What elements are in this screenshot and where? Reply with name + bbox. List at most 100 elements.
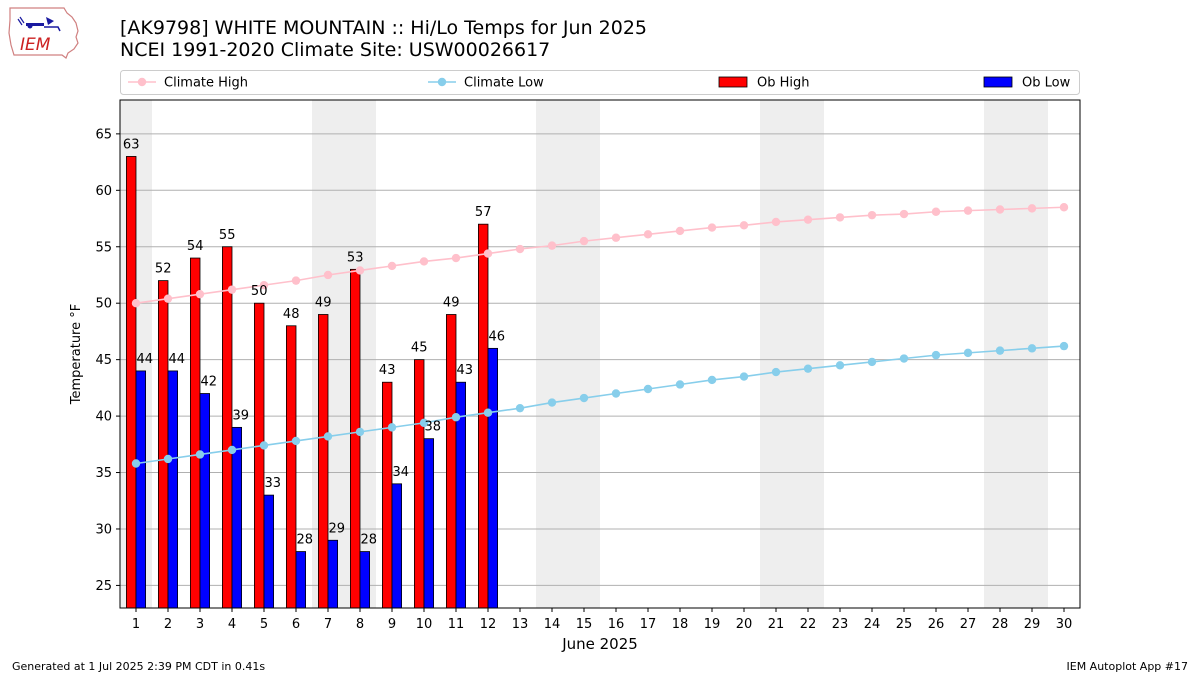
plot-frame xyxy=(119,99,1081,609)
climate-low-point xyxy=(963,348,973,358)
climate-high-point xyxy=(547,241,557,250)
ob-high-value-label: 45 xyxy=(411,341,428,356)
climate-high-point xyxy=(739,221,749,230)
x-tick-label: 5 xyxy=(260,617,268,632)
climate-low-point xyxy=(867,357,877,367)
ob-high-value-label: 49 xyxy=(315,295,332,310)
weekend-band xyxy=(536,100,568,608)
climate-low-point xyxy=(579,393,589,403)
ob-low-value-label: 44 xyxy=(169,352,186,367)
legend-marker-swatch xyxy=(137,77,147,87)
y-gridlines xyxy=(120,133,1080,586)
climate-low-point xyxy=(515,403,525,413)
climate-high-point xyxy=(355,266,365,275)
app-credit: IEM Autoplot App #17 xyxy=(1066,660,1189,673)
climate-low-point xyxy=(227,445,237,455)
climate-high-line xyxy=(135,206,1065,304)
legend-bar-swatch xyxy=(983,76,1013,88)
climate-low-point xyxy=(675,380,685,389)
climate-low-point xyxy=(387,423,397,432)
ob-high-value-label: 43 xyxy=(379,363,396,378)
x-tick-label: 1 xyxy=(132,617,140,632)
climate-low-point xyxy=(931,350,941,360)
climate-high-point xyxy=(483,249,493,258)
ob-high-value-label: 53 xyxy=(347,250,364,265)
ob-high-bar xyxy=(285,325,297,609)
y-tick-label: 55 xyxy=(95,240,112,255)
x-tick-label: 6 xyxy=(292,617,300,632)
climate-high-point xyxy=(835,213,845,222)
weekend-band xyxy=(760,100,792,608)
climate-high-point xyxy=(163,294,173,303)
ob-low-bar xyxy=(295,551,307,609)
climate-low-point xyxy=(355,427,365,437)
climate-low-point xyxy=(451,413,461,422)
ob-low-bar xyxy=(231,426,243,609)
x-tick-label: 13 xyxy=(512,617,529,632)
ob-low-value-label: 33 xyxy=(265,476,282,491)
ob-low-value-label: 44 xyxy=(137,352,154,367)
ob-low-bar xyxy=(327,539,339,609)
x-tick-label: 9 xyxy=(388,617,396,632)
x-tick-label: 10 xyxy=(416,617,433,632)
x-tick-label: 14 xyxy=(544,617,561,632)
y-tick-label: 25 xyxy=(95,579,112,594)
x-tick-label: 23 xyxy=(832,617,849,632)
climate-low-line xyxy=(135,345,1065,465)
ob-low-value-label: 28 xyxy=(361,533,378,548)
climate-high-point xyxy=(579,236,589,246)
x-tick-label: 17 xyxy=(640,617,657,632)
x-tick-label: 4 xyxy=(228,617,236,632)
climate-low-point xyxy=(1059,341,1069,351)
y-tick-label: 50 xyxy=(95,297,112,312)
climate-high-point xyxy=(1059,203,1069,212)
x-tick-label: 28 xyxy=(992,617,1009,632)
ob-low-value-label: 42 xyxy=(201,375,218,390)
climate-high-point xyxy=(995,205,1005,214)
climate-low-point xyxy=(899,354,909,363)
x-tick-label: 29 xyxy=(1024,617,1041,632)
ob-low-bar xyxy=(135,370,147,609)
climate-low-point xyxy=(131,459,141,468)
climate-high-point xyxy=(227,285,237,294)
y-tick-label: 40 xyxy=(95,410,112,425)
ob-low-value-label: 39 xyxy=(233,408,250,423)
climate-high-point xyxy=(515,244,525,254)
ob-high-value-label: 54 xyxy=(187,239,204,254)
climate-high-point xyxy=(867,210,877,220)
climate-low-point xyxy=(323,432,333,441)
ob-high-value-label: 52 xyxy=(155,262,172,277)
bar-value-labels: 63 52 54 55 50 48 49 53 43 45 49 57 44 44 42 39 33 28 29 28… xyxy=(123,137,505,547)
ob-high-bar xyxy=(349,268,361,609)
ob-high-bar xyxy=(126,156,137,609)
ob-high-bar xyxy=(317,314,329,609)
y-axis-label: Temperature °F xyxy=(69,304,84,405)
ob-high-value-label: 50 xyxy=(251,284,268,299)
weekend-band xyxy=(792,100,824,608)
y-tick-label: 35 xyxy=(95,466,112,481)
climate-high-point xyxy=(963,206,973,215)
climate-low-point xyxy=(483,408,493,417)
ob-low-value-label: 43 xyxy=(457,363,474,378)
climate-high-point xyxy=(803,215,813,224)
y-tick-label: 30 xyxy=(95,522,112,537)
chart-title: [AK9798] WHITE MOUNTAIN :: Hi/Lo Temps f… xyxy=(120,17,647,39)
ob-high-bar xyxy=(445,314,457,609)
climate-low-point xyxy=(643,384,653,394)
climate-high-point xyxy=(707,223,717,232)
x-tick-label: 19 xyxy=(704,617,721,632)
x-tick-label: 22 xyxy=(800,617,817,632)
ob-high-bar xyxy=(253,302,265,609)
ob-low-bar xyxy=(263,494,275,609)
climate-high-point xyxy=(899,209,909,219)
climate-low-point xyxy=(803,364,813,373)
ob-high-value-label: 49 xyxy=(443,295,460,310)
climate-low-point xyxy=(771,367,781,377)
climate-high-point xyxy=(451,253,461,263)
climate-low-point xyxy=(707,375,717,385)
ob-high-bar xyxy=(189,257,201,609)
ob-low-bar xyxy=(359,551,371,609)
climate-high-point xyxy=(675,226,685,236)
